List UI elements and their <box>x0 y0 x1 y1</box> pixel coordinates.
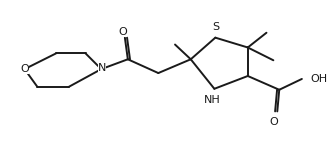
Text: OH: OH <box>311 74 328 84</box>
Text: O: O <box>20 64 29 74</box>
Text: O: O <box>118 27 127 37</box>
Text: O: O <box>269 117 278 127</box>
Text: N: N <box>98 63 107 73</box>
Text: NH: NH <box>204 95 221 105</box>
Text: S: S <box>212 22 219 32</box>
